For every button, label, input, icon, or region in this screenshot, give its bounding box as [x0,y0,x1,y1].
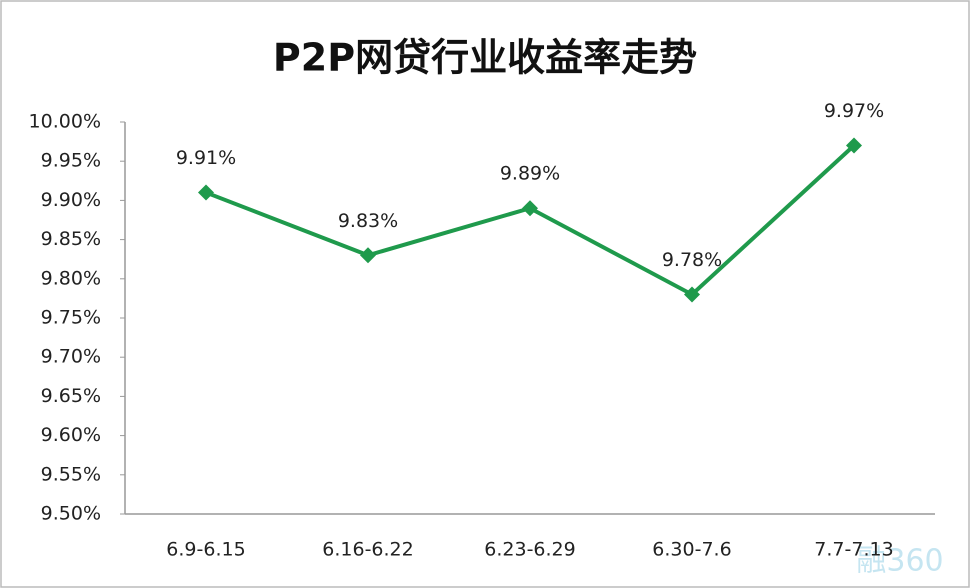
y-tick-label: 9.95% [41,150,101,172]
y-tick-label: 9.80% [41,267,101,289]
x-tick-label: 6.16-6.22 [322,539,413,561]
data-label: 9.78% [662,249,722,271]
x-tick-label: 7.7-7.13 [814,539,893,561]
y-tick-label: 9.70% [41,346,101,368]
marker [846,137,862,154]
x-tick-label: 6.23-6.29 [484,539,575,561]
data-label: 9.91% [176,147,236,169]
data-label: 9.97% [824,100,884,122]
y-tick-label: 9.65% [41,385,101,407]
x-tick-label: 6.9-6.15 [166,539,245,561]
y-tick-label: 9.60% [41,424,101,446]
watermark: 融360 [856,544,943,579]
y-tick-label: 9.90% [41,189,101,211]
chart-title: P2P网贷行业收益率走势 [273,36,697,80]
marker [198,184,214,201]
marker [522,200,538,217]
y-tick-label: 9.50% [41,503,101,525]
data-label: 9.83% [338,210,398,232]
y-tick-label: 10.00% [29,111,101,133]
x-tick-label: 6.30-7.6 [652,539,731,561]
marker [360,247,376,264]
y-tick-label: 9.85% [41,228,101,250]
y-tick-label: 9.75% [41,307,101,329]
y-tick-label: 9.55% [41,463,101,485]
marker [684,286,700,303]
data-label: 9.89% [500,163,560,185]
